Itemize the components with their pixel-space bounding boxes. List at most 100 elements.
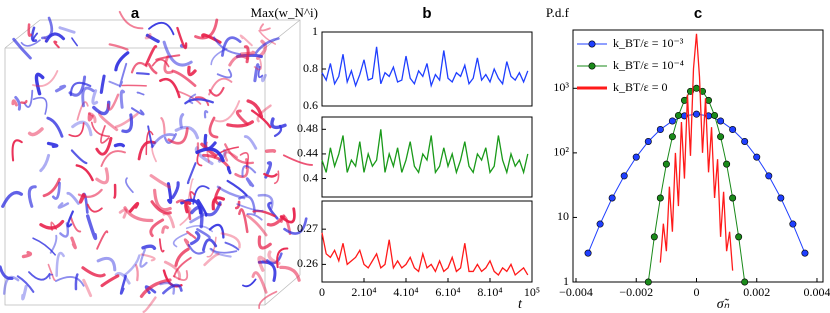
network-segment xyxy=(210,248,238,254)
network-segment xyxy=(128,201,140,213)
network-segment xyxy=(39,219,65,230)
x-tick-label: 6.10⁴ xyxy=(435,285,460,299)
network-segment xyxy=(74,273,79,291)
network-segment xyxy=(220,232,241,249)
y-tick-label: 10 xyxy=(557,209,569,223)
data-line xyxy=(321,232,529,277)
network-segment xyxy=(208,86,225,97)
network-segment xyxy=(172,232,188,248)
network-segment xyxy=(137,140,156,161)
data-point xyxy=(801,249,809,257)
network-segment xyxy=(81,266,106,278)
network-segment xyxy=(121,113,134,134)
network-segment xyxy=(96,256,117,272)
network-segment xyxy=(125,177,134,194)
network-segment xyxy=(239,34,253,47)
data-point xyxy=(584,249,592,257)
network-segment xyxy=(130,107,145,116)
network-segment xyxy=(100,125,110,144)
network-segment xyxy=(188,93,197,105)
network-segment xyxy=(167,127,189,145)
data-line xyxy=(321,129,529,175)
network-segment xyxy=(27,127,44,137)
x-tick-label: 0 xyxy=(319,285,325,299)
network-segment xyxy=(246,99,264,119)
network-segment xyxy=(55,276,85,287)
network-segment xyxy=(48,273,54,280)
network-segment xyxy=(100,150,126,168)
y-tick-label: 1 xyxy=(312,24,318,38)
network-segment xyxy=(174,247,190,267)
network-segment xyxy=(141,244,157,250)
network-segment xyxy=(86,203,103,213)
network-segment xyxy=(51,181,61,200)
network-segment xyxy=(226,166,232,175)
network-segment xyxy=(57,202,70,209)
data-point xyxy=(668,117,676,125)
network-segment xyxy=(279,207,296,224)
network-segment xyxy=(130,61,148,74)
plot-frame xyxy=(321,116,533,198)
data-point xyxy=(644,138,652,146)
y-axis-label: Max(w_N^i) xyxy=(251,5,318,20)
x-tick-label: 0 xyxy=(693,285,699,299)
network-segment xyxy=(245,177,255,188)
network-segment xyxy=(210,48,228,66)
network-segment xyxy=(144,32,152,40)
network-segment xyxy=(34,72,45,96)
network-segment xyxy=(241,165,257,178)
network-segment xyxy=(166,182,173,205)
network-segment xyxy=(42,177,61,198)
network-segment xyxy=(258,29,277,45)
network-segment xyxy=(149,174,171,189)
network-segment xyxy=(226,120,254,128)
network-segment xyxy=(150,133,175,149)
network-segment xyxy=(16,275,35,293)
network-segment xyxy=(23,89,34,108)
network-segment xyxy=(173,256,192,278)
network-segment xyxy=(81,86,95,108)
y-tick-label: 0.44 xyxy=(297,146,318,160)
data-point xyxy=(699,87,707,95)
network-segment xyxy=(175,199,192,221)
network-segment xyxy=(253,58,263,71)
network-segment xyxy=(14,95,22,111)
network-segment xyxy=(196,228,211,239)
network-segment xyxy=(99,74,106,94)
network-segment xyxy=(151,58,170,68)
network-segment xyxy=(189,230,201,246)
data-point xyxy=(789,220,797,228)
network-segment xyxy=(276,247,289,269)
network-segment xyxy=(66,210,74,228)
network-segment xyxy=(11,99,18,107)
network-segment xyxy=(108,43,129,51)
data-point xyxy=(741,278,749,286)
data-point xyxy=(620,172,628,180)
data-point xyxy=(596,220,604,228)
network-segment xyxy=(264,148,277,153)
data-point xyxy=(717,133,725,141)
network-segment xyxy=(228,54,249,67)
network-segment xyxy=(27,185,37,208)
network-segment xyxy=(135,72,150,76)
network-segment xyxy=(283,217,308,235)
network-segment xyxy=(202,238,218,252)
network-segment xyxy=(257,235,272,250)
x-axis-label: σ̃ₙ xyxy=(717,297,730,312)
network-segment xyxy=(106,93,120,111)
network-segment xyxy=(1,190,24,208)
network-segment xyxy=(256,104,272,123)
network-segment xyxy=(270,117,287,130)
data-line xyxy=(321,46,529,89)
network-segment xyxy=(20,99,28,104)
network-segment xyxy=(245,214,268,237)
network-segment xyxy=(144,45,158,67)
network-segment xyxy=(238,208,249,234)
plot-frame xyxy=(321,200,533,283)
data-point xyxy=(711,111,719,119)
x-tick-label: 8.10⁴ xyxy=(477,285,502,299)
network-segment xyxy=(95,136,113,156)
x-tick-label: −0.002 xyxy=(619,285,653,299)
network-segment xyxy=(21,284,28,301)
